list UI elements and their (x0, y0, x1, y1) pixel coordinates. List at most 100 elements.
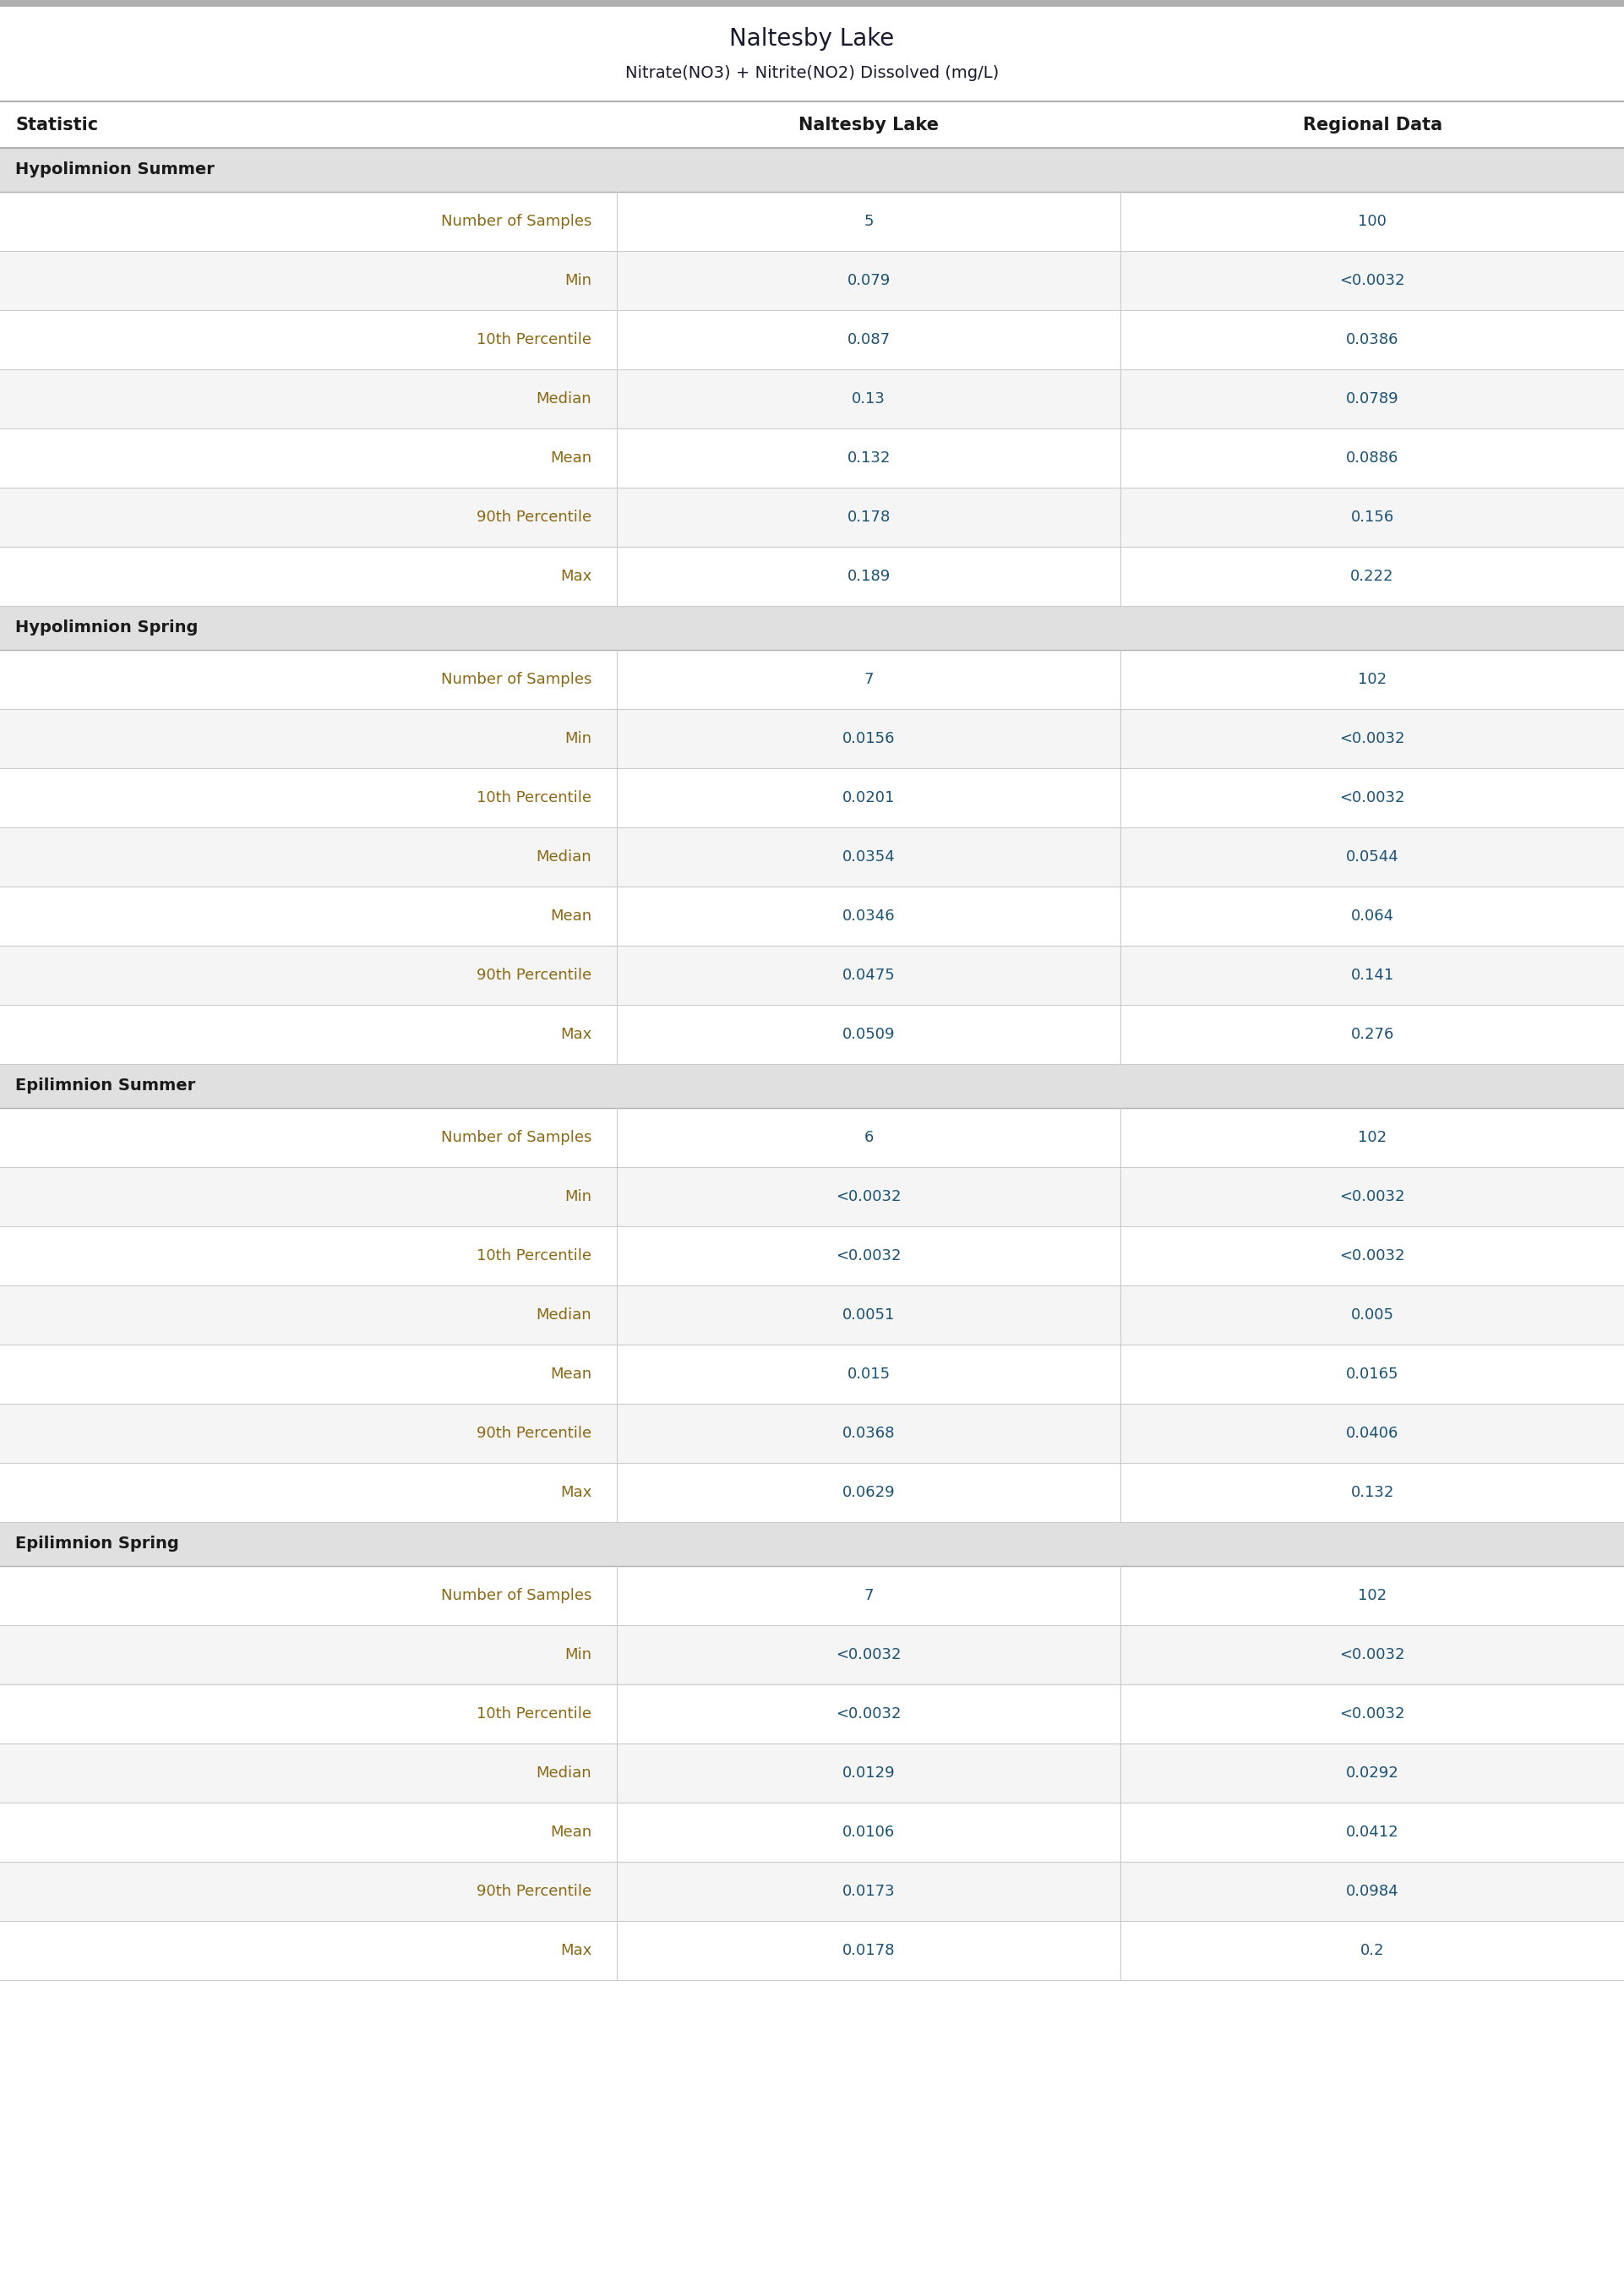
Text: 10th Percentile: 10th Percentile (477, 1249, 591, 1264)
Text: Mean: Mean (551, 1825, 591, 1839)
Text: 6: 6 (864, 1130, 874, 1144)
Text: 10th Percentile: 10th Percentile (477, 1707, 591, 1721)
Text: Min: Min (565, 1189, 591, 1205)
FancyBboxPatch shape (0, 429, 1624, 488)
Text: 5: 5 (864, 213, 874, 229)
FancyBboxPatch shape (0, 547, 1624, 606)
Text: Min: Min (565, 731, 591, 747)
Text: 0.0201: 0.0201 (843, 790, 895, 806)
FancyBboxPatch shape (0, 1625, 1624, 1684)
Text: <0.0032: <0.0032 (836, 1707, 901, 1721)
FancyBboxPatch shape (0, 1523, 1624, 1566)
FancyBboxPatch shape (0, 193, 1624, 252)
Text: 0.087: 0.087 (848, 331, 890, 347)
FancyBboxPatch shape (0, 1226, 1624, 1285)
Text: 0.0292: 0.0292 (1346, 1766, 1398, 1780)
Text: Number of Samples: Number of Samples (442, 1130, 591, 1144)
FancyBboxPatch shape (0, 0, 1624, 7)
Text: 0.0386: 0.0386 (1346, 331, 1398, 347)
FancyBboxPatch shape (0, 649, 1624, 708)
Text: 0.015: 0.015 (848, 1367, 890, 1382)
FancyBboxPatch shape (0, 1566, 1624, 1625)
Text: 0.2: 0.2 (1361, 1943, 1384, 1959)
Text: 0.079: 0.079 (848, 272, 890, 288)
FancyBboxPatch shape (0, 826, 1624, 888)
FancyBboxPatch shape (0, 1920, 1624, 1979)
Text: Number of Samples: Number of Samples (442, 672, 591, 688)
Text: 0.0509: 0.0509 (843, 1026, 895, 1042)
Text: <0.0032: <0.0032 (836, 1249, 901, 1264)
Text: 100: 100 (1358, 213, 1387, 229)
Text: 0.0173: 0.0173 (843, 1884, 895, 1900)
Text: Epilimnion Summer: Epilimnion Summer (15, 1078, 195, 1094)
Text: 0.0051: 0.0051 (843, 1308, 895, 1323)
Text: Max: Max (560, 570, 591, 583)
Text: 0.189: 0.189 (848, 570, 890, 583)
FancyBboxPatch shape (0, 1743, 1624, 1802)
Text: 0.0354: 0.0354 (843, 849, 895, 865)
Text: Number of Samples: Number of Samples (442, 213, 591, 229)
Text: Median: Median (536, 390, 591, 406)
Text: 0.0178: 0.0178 (843, 1943, 895, 1959)
Text: Epilimnion Spring: Epilimnion Spring (15, 1537, 179, 1553)
Text: Max: Max (560, 1943, 591, 1959)
Text: 90th Percentile: 90th Percentile (477, 967, 591, 983)
Text: 0.132: 0.132 (848, 449, 890, 465)
Text: 0.064: 0.064 (1351, 908, 1393, 924)
Text: 0.0406: 0.0406 (1346, 1426, 1398, 1441)
FancyBboxPatch shape (0, 1462, 1624, 1523)
Text: Median: Median (536, 1766, 591, 1780)
Text: Regional Data: Regional Data (1302, 116, 1442, 134)
Text: 0.0789: 0.0789 (1346, 390, 1398, 406)
Text: 0.0629: 0.0629 (843, 1485, 895, 1500)
Text: 10th Percentile: 10th Percentile (477, 790, 591, 806)
Text: 10th Percentile: 10th Percentile (477, 331, 591, 347)
Text: Hypolimnion Summer: Hypolimnion Summer (15, 161, 214, 177)
FancyBboxPatch shape (0, 1065, 1624, 1108)
Text: 0.178: 0.178 (848, 508, 890, 524)
Text: <0.0032: <0.0032 (1340, 1249, 1405, 1264)
Text: 102: 102 (1358, 1130, 1387, 1144)
Text: 0.222: 0.222 (1351, 570, 1393, 583)
Text: <0.0032: <0.0032 (836, 1189, 901, 1205)
Text: 0.276: 0.276 (1351, 1026, 1393, 1042)
FancyBboxPatch shape (0, 1684, 1624, 1743)
FancyBboxPatch shape (0, 370, 1624, 429)
FancyBboxPatch shape (0, 1344, 1624, 1403)
Text: 0.0412: 0.0412 (1346, 1825, 1398, 1839)
Text: 90th Percentile: 90th Percentile (477, 1426, 591, 1441)
Text: Mean: Mean (551, 908, 591, 924)
FancyBboxPatch shape (0, 148, 1624, 193)
FancyBboxPatch shape (0, 1108, 1624, 1167)
FancyBboxPatch shape (0, 606, 1624, 649)
Text: Hypolimnion Spring: Hypolimnion Spring (15, 620, 198, 636)
Text: Naltesby Lake: Naltesby Lake (729, 27, 895, 50)
Text: Min: Min (565, 1648, 591, 1662)
FancyBboxPatch shape (0, 1861, 1624, 1920)
FancyBboxPatch shape (0, 311, 1624, 370)
Text: 0.156: 0.156 (1351, 508, 1393, 524)
Text: Nitrate(NO3) + Nitrite(NO2) Dissolved (mg/L): Nitrate(NO3) + Nitrite(NO2) Dissolved (m… (625, 66, 999, 82)
FancyBboxPatch shape (0, 1802, 1624, 1861)
Text: 0.0544: 0.0544 (1346, 849, 1398, 865)
Text: <0.0032: <0.0032 (1340, 790, 1405, 806)
Text: 7: 7 (864, 1589, 874, 1603)
FancyBboxPatch shape (0, 1285, 1624, 1344)
Text: Mean: Mean (551, 1367, 591, 1382)
Text: 0.0475: 0.0475 (843, 967, 895, 983)
Text: 90th Percentile: 90th Percentile (477, 508, 591, 524)
Text: <0.0032: <0.0032 (1340, 1707, 1405, 1721)
Text: Max: Max (560, 1485, 591, 1500)
Text: <0.0032: <0.0032 (836, 1648, 901, 1662)
Text: 0.0156: 0.0156 (843, 731, 895, 747)
FancyBboxPatch shape (0, 708, 1624, 767)
Text: <0.0032: <0.0032 (1340, 1648, 1405, 1662)
Text: 90th Percentile: 90th Percentile (477, 1884, 591, 1900)
FancyBboxPatch shape (0, 488, 1624, 547)
Text: 0.132: 0.132 (1351, 1485, 1393, 1500)
Text: 7: 7 (864, 672, 874, 688)
Text: Median: Median (536, 849, 591, 865)
Text: 0.0165: 0.0165 (1346, 1367, 1398, 1382)
FancyBboxPatch shape (0, 1167, 1624, 1226)
FancyBboxPatch shape (0, 102, 1624, 148)
